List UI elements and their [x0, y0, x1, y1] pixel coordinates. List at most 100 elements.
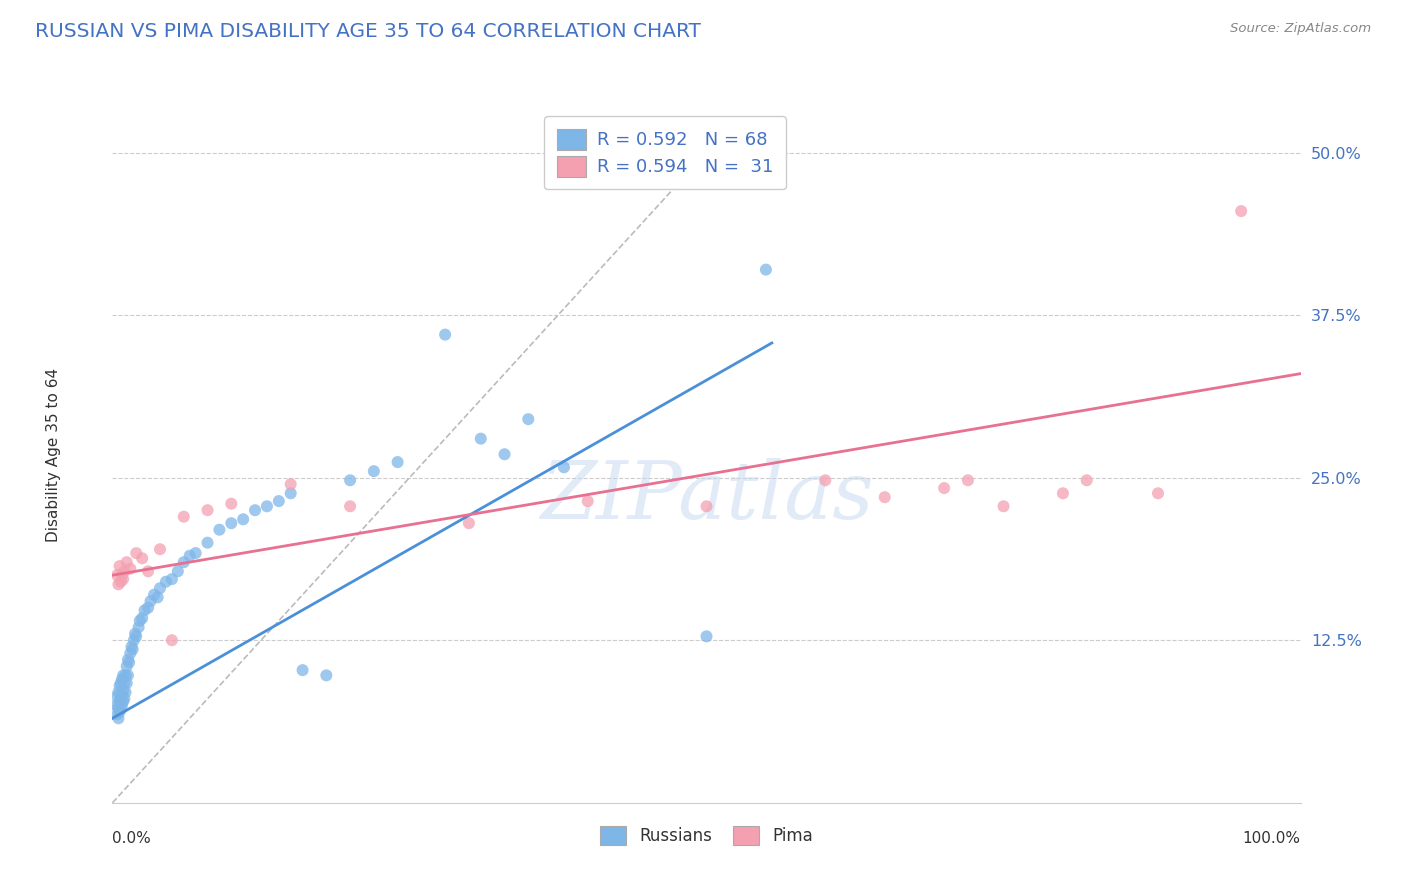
Point	[115, 555, 138, 569]
Point	[143, 588, 166, 602]
Text: ZIPatlas: ZIPatlas	[540, 458, 873, 535]
Point	[315, 668, 337, 682]
Point	[243, 503, 266, 517]
Point	[107, 577, 129, 591]
Point	[121, 640, 143, 654]
Point	[291, 663, 314, 677]
Point	[115, 676, 138, 690]
Point	[120, 646, 142, 660]
Point	[184, 546, 207, 560]
Point	[256, 500, 278, 514]
Point	[124, 626, 146, 640]
Point	[1147, 486, 1170, 500]
Point	[173, 555, 195, 569]
Point	[105, 689, 128, 703]
Point	[696, 500, 718, 514]
Point	[139, 594, 162, 608]
Point	[112, 564, 135, 578]
Point	[112, 691, 135, 706]
Point	[117, 653, 139, 667]
Point	[219, 497, 243, 511]
Point	[125, 546, 148, 560]
Point	[1076, 473, 1098, 487]
Point	[110, 691, 132, 706]
Point	[121, 642, 143, 657]
Point	[107, 701, 129, 715]
Text: RUSSIAN VS PIMA DISABILITY AGE 35 TO 64 CORRELATION CHART: RUSSIAN VS PIMA DISABILITY AGE 35 TO 64 …	[35, 22, 702, 41]
Point	[115, 659, 138, 673]
Point	[136, 564, 159, 578]
Point	[470, 432, 492, 446]
Point	[993, 500, 1015, 514]
Point	[120, 562, 142, 576]
Point	[122, 633, 145, 648]
Point	[197, 535, 219, 549]
Point	[155, 574, 177, 589]
Point	[111, 672, 134, 686]
Point	[956, 473, 979, 487]
Point	[149, 581, 172, 595]
Point	[107, 711, 129, 725]
Point	[131, 611, 153, 625]
Point	[108, 679, 131, 693]
Point	[112, 694, 135, 708]
Point	[934, 481, 956, 495]
Point	[134, 603, 156, 617]
Point	[110, 574, 132, 589]
Point	[280, 486, 302, 500]
Point	[146, 591, 169, 605]
Point	[111, 688, 134, 702]
Point	[219, 516, 243, 531]
Point	[128, 620, 150, 634]
Point	[136, 600, 159, 615]
Point	[387, 455, 409, 469]
Point	[112, 572, 135, 586]
Point	[107, 685, 129, 699]
Point	[517, 412, 540, 426]
Point	[1230, 204, 1253, 219]
Point	[111, 698, 134, 713]
Point	[208, 523, 231, 537]
Text: Source: ZipAtlas.com: Source: ZipAtlas.com	[1230, 22, 1371, 36]
Point	[197, 503, 219, 517]
Point	[873, 490, 896, 504]
Point	[160, 633, 183, 648]
Point	[112, 684, 135, 698]
Point	[576, 494, 599, 508]
Point	[173, 509, 195, 524]
Point	[814, 473, 837, 487]
Point	[553, 460, 575, 475]
Point	[232, 512, 254, 526]
Point	[110, 702, 132, 716]
Point	[112, 676, 135, 690]
Point	[755, 262, 778, 277]
Point	[166, 564, 188, 578]
Point	[112, 668, 135, 682]
Point	[339, 500, 361, 514]
Point	[160, 572, 183, 586]
Point	[114, 685, 136, 699]
Point	[131, 551, 153, 566]
Point	[696, 629, 718, 643]
Point	[267, 494, 290, 508]
Point	[1052, 486, 1074, 500]
Point	[434, 327, 457, 342]
Point	[149, 542, 172, 557]
Point	[128, 614, 150, 628]
Legend: Russians, Pima: Russians, Pima	[592, 818, 821, 854]
Point	[280, 477, 302, 491]
Text: 100.0%: 100.0%	[1243, 830, 1301, 846]
Point	[105, 698, 128, 713]
Point	[105, 568, 128, 582]
Point	[494, 447, 516, 461]
Point	[179, 549, 201, 563]
Point	[458, 516, 481, 531]
Point	[105, 707, 128, 722]
Point	[117, 668, 139, 682]
Point	[118, 656, 141, 670]
Point	[114, 668, 136, 682]
Point	[111, 568, 134, 582]
Text: Disability Age 35 to 64: Disability Age 35 to 64	[45, 368, 60, 542]
Point	[108, 694, 131, 708]
Point	[108, 705, 131, 719]
